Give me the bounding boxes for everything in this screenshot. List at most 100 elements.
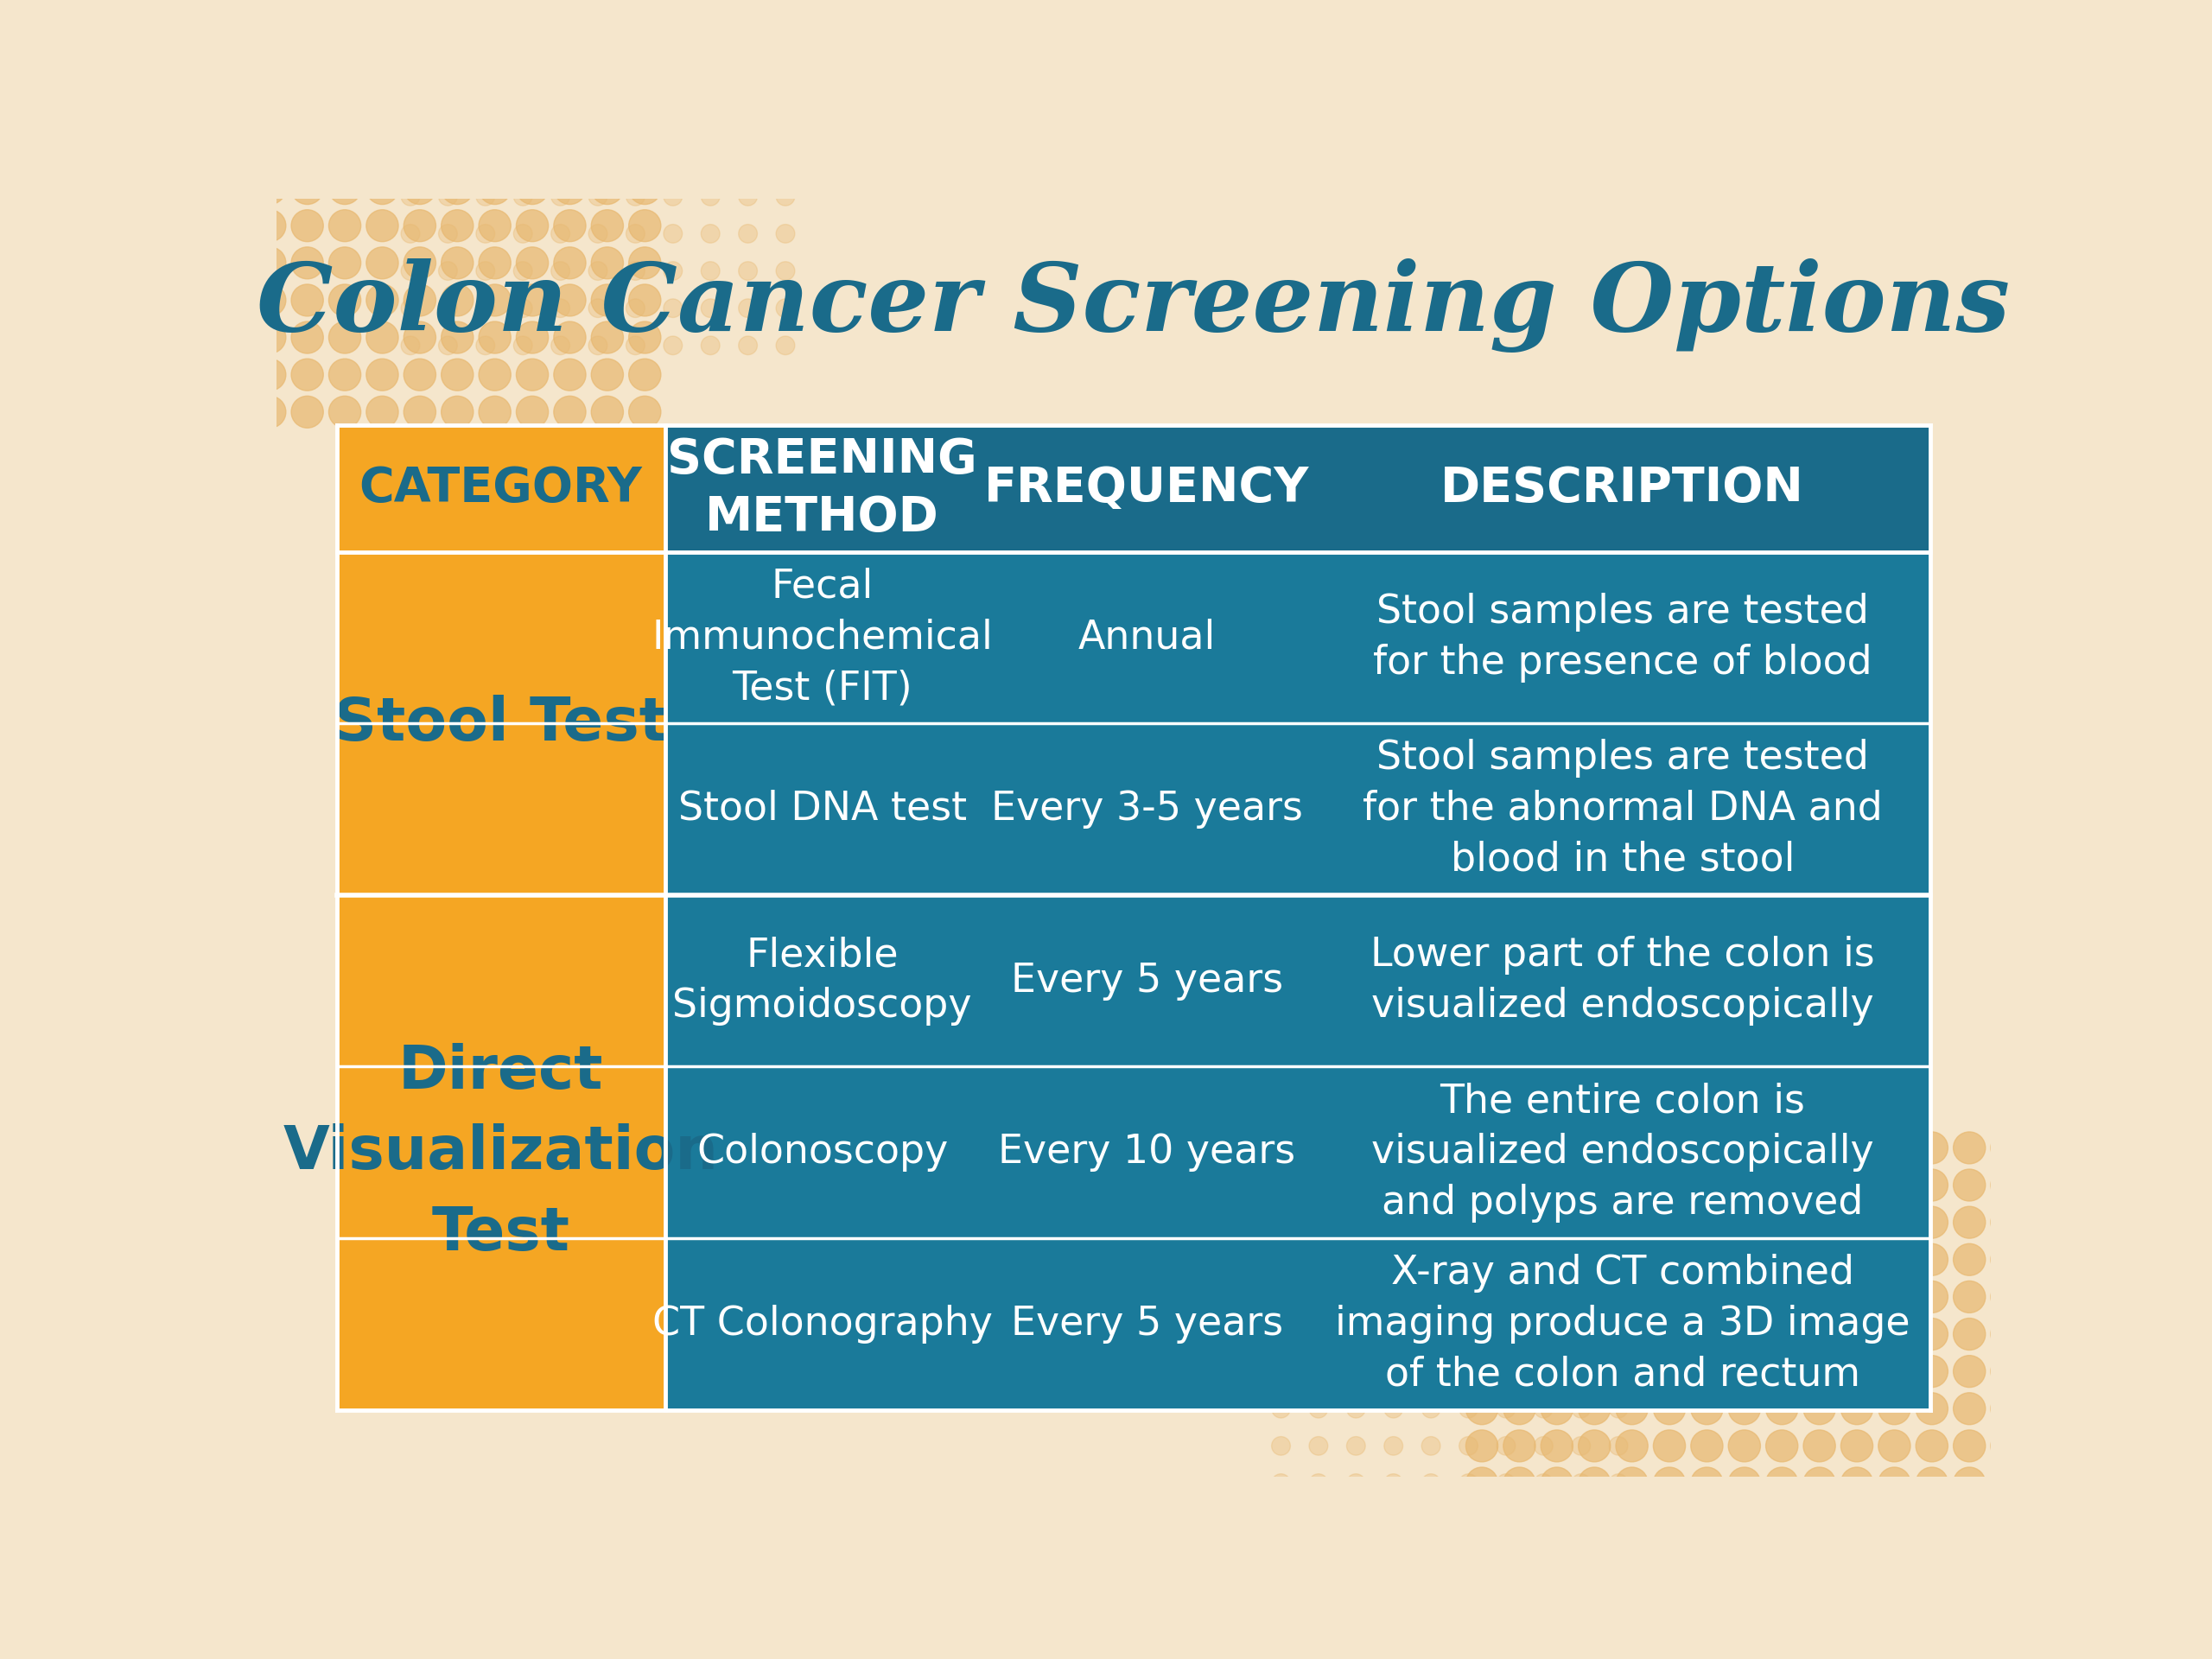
Circle shape [776,187,794,206]
Text: Direct
Visualization
Test: Direct Visualization Test [283,1044,719,1262]
Text: Stool DNA test: Stool DNA test [677,790,967,828]
Circle shape [1310,1326,1327,1344]
Circle shape [1615,1319,1648,1350]
Circle shape [2028,1206,2059,1238]
Circle shape [1878,1244,1911,1276]
Circle shape [1953,1392,1986,1425]
Circle shape [1272,1362,1290,1380]
Circle shape [1690,1244,1723,1276]
Circle shape [1535,1287,1553,1306]
Circle shape [1310,1473,1327,1493]
Circle shape [1498,1213,1515,1231]
Circle shape [739,337,757,355]
Circle shape [1608,1473,1628,1493]
Circle shape [1916,1319,1949,1350]
Circle shape [1347,1213,1365,1231]
Circle shape [1422,1473,1440,1493]
Circle shape [1652,1131,1686,1165]
Circle shape [292,322,323,353]
Circle shape [1803,1319,1836,1350]
Circle shape [739,224,757,242]
Circle shape [776,337,794,355]
Circle shape [701,187,719,206]
Circle shape [1498,1437,1515,1455]
Circle shape [254,397,285,428]
Circle shape [1571,1251,1590,1269]
Circle shape [1840,1131,1874,1165]
Circle shape [1878,1355,1911,1387]
Circle shape [1579,1131,1610,1165]
Circle shape [1579,1281,1610,1312]
Circle shape [1347,1362,1365,1380]
Circle shape [591,173,624,204]
Circle shape [400,224,420,242]
Circle shape [1608,1399,1628,1418]
Circle shape [1272,1213,1290,1231]
Circle shape [1690,1319,1723,1350]
Circle shape [1347,1287,1365,1306]
Circle shape [1385,1287,1402,1306]
Circle shape [1690,1430,1723,1462]
Circle shape [1542,1392,1573,1425]
Circle shape [628,209,661,242]
Circle shape [1690,1131,1723,1165]
Circle shape [1916,1355,1949,1387]
Circle shape [776,149,794,169]
Circle shape [1765,1131,1798,1165]
Circle shape [1422,1213,1440,1231]
Circle shape [1953,1430,1986,1462]
Circle shape [405,209,436,242]
Circle shape [476,337,495,355]
Circle shape [1571,1399,1590,1418]
Circle shape [1310,1362,1327,1380]
Circle shape [1467,1430,1498,1462]
Circle shape [292,397,323,428]
Circle shape [515,173,549,204]
Circle shape [405,358,436,392]
Circle shape [1803,1392,1836,1425]
Circle shape [1878,1319,1911,1350]
Circle shape [367,358,398,392]
Circle shape [551,224,571,242]
Circle shape [628,247,661,279]
Circle shape [330,397,361,428]
Circle shape [1310,1399,1327,1418]
Circle shape [1652,1355,1686,1387]
Circle shape [588,224,608,242]
Circle shape [551,262,571,280]
Circle shape [1728,1319,1761,1350]
Circle shape [440,322,473,353]
FancyBboxPatch shape [666,1067,1931,1238]
Circle shape [1840,1281,1874,1312]
Circle shape [254,173,285,204]
Text: CT Colonography: CT Colonography [653,1304,993,1344]
Circle shape [476,224,495,242]
Circle shape [2028,1131,2059,1165]
Circle shape [701,299,719,317]
Circle shape [330,247,361,279]
Circle shape [1615,1131,1648,1165]
Text: Every 5 years: Every 5 years [1011,962,1283,1000]
Circle shape [1840,1206,1874,1238]
Circle shape [701,224,719,242]
Circle shape [1467,1392,1498,1425]
Circle shape [292,247,323,279]
Circle shape [400,113,420,131]
FancyBboxPatch shape [666,723,1931,894]
Text: Every 5 years: Every 5 years [1011,1304,1283,1344]
Circle shape [367,209,398,242]
Circle shape [1765,1170,1798,1201]
Circle shape [478,136,511,168]
Circle shape [701,113,719,131]
Circle shape [2028,1281,2059,1312]
Circle shape [701,149,719,169]
Circle shape [588,337,608,355]
Circle shape [367,397,398,428]
Circle shape [591,247,624,279]
Circle shape [476,149,495,169]
Circle shape [1347,1473,1365,1493]
Circle shape [1504,1392,1535,1425]
Circle shape [1467,1355,1498,1387]
Circle shape [1765,1244,1798,1276]
Circle shape [551,299,571,317]
